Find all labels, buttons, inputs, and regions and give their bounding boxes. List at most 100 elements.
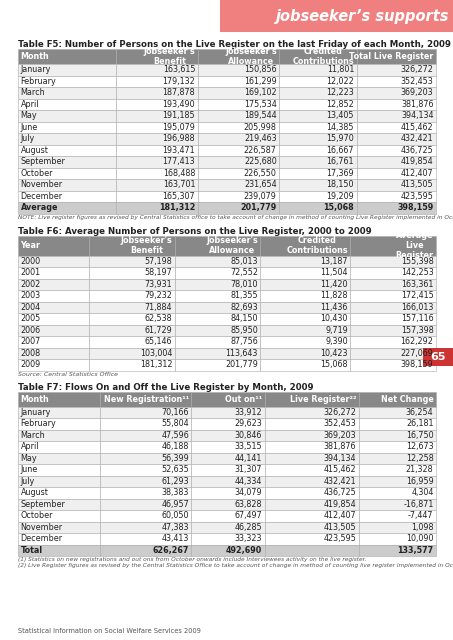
Bar — [198, 99, 279, 110]
Bar — [357, 87, 436, 99]
Text: 12,258: 12,258 — [406, 454, 434, 463]
Bar — [260, 348, 350, 359]
Text: Net Change: Net Change — [381, 394, 434, 403]
Text: 44,334: 44,334 — [235, 477, 262, 486]
Bar — [359, 406, 436, 418]
Bar — [116, 168, 198, 179]
Bar — [357, 76, 436, 87]
Text: 61,293: 61,293 — [161, 477, 189, 486]
Bar — [279, 168, 357, 179]
Text: Table F5: Number of Persons on the Live Register on the last Friday of each Mont: Table F5: Number of Persons on the Live … — [18, 40, 451, 49]
Text: September: September — [20, 157, 65, 166]
Text: 142,253: 142,253 — [401, 268, 434, 277]
Text: 2006: 2006 — [20, 326, 41, 335]
Bar — [265, 441, 359, 452]
Text: 47,383: 47,383 — [161, 523, 189, 532]
Bar — [265, 522, 359, 533]
Text: 12,673: 12,673 — [406, 442, 434, 451]
Text: 394,134: 394,134 — [324, 454, 356, 463]
Text: 150,856: 150,856 — [244, 65, 277, 74]
Bar — [260, 359, 350, 371]
Text: 52,635: 52,635 — [161, 465, 189, 474]
Text: 1,098: 1,098 — [411, 523, 434, 532]
Text: 436,725: 436,725 — [323, 488, 356, 497]
Bar — [350, 267, 436, 278]
Text: Credited
Contributions: Credited Contributions — [293, 47, 354, 66]
Bar — [192, 476, 265, 487]
Bar — [18, 522, 100, 533]
Bar — [265, 533, 359, 545]
Bar — [198, 87, 279, 99]
Bar — [192, 499, 265, 510]
Text: 26,181: 26,181 — [406, 419, 434, 428]
Text: 187,878: 187,878 — [163, 88, 195, 97]
Bar — [89, 255, 175, 267]
Text: February: February — [20, 419, 56, 428]
Bar — [198, 145, 279, 156]
Text: 163,361: 163,361 — [401, 280, 434, 289]
Text: 381,876: 381,876 — [324, 442, 356, 451]
Text: 163,701: 163,701 — [163, 180, 195, 189]
Text: 36,254: 36,254 — [406, 408, 434, 417]
Bar — [18, 301, 89, 313]
Bar — [192, 441, 265, 452]
Text: -7,447: -7,447 — [408, 511, 434, 520]
Bar — [116, 76, 198, 87]
Bar — [260, 336, 350, 348]
Text: 71,884: 71,884 — [145, 303, 172, 312]
Bar — [357, 64, 436, 76]
Bar — [192, 464, 265, 476]
Bar — [198, 49, 279, 64]
Bar — [18, 179, 116, 191]
Bar — [100, 452, 192, 464]
Text: 47,596: 47,596 — [161, 431, 189, 440]
Bar — [198, 156, 279, 168]
Bar — [18, 324, 89, 336]
Text: 226,550: 226,550 — [244, 169, 277, 178]
Bar — [192, 522, 265, 533]
Bar — [279, 87, 357, 99]
Bar — [175, 324, 260, 336]
Bar — [359, 429, 436, 441]
Bar — [18, 392, 100, 406]
Text: 46,957: 46,957 — [161, 500, 189, 509]
Bar — [18, 406, 100, 418]
Bar — [357, 122, 436, 133]
Text: 82,693: 82,693 — [230, 303, 258, 312]
Text: 419,854: 419,854 — [401, 157, 434, 166]
Bar — [192, 452, 265, 464]
Text: 33,515: 33,515 — [235, 442, 262, 451]
Text: 2008: 2008 — [20, 349, 41, 358]
Bar — [192, 418, 265, 429]
Text: 2007: 2007 — [20, 337, 41, 346]
Text: 394,134: 394,134 — [401, 111, 434, 120]
Text: 181,312: 181,312 — [159, 204, 195, 212]
Text: 412,407: 412,407 — [323, 511, 356, 520]
Text: 65: 65 — [430, 351, 446, 362]
Bar — [100, 392, 192, 406]
Text: October: October — [20, 169, 53, 178]
Text: 29,623: 29,623 — [234, 419, 262, 428]
Bar — [350, 290, 436, 301]
Bar — [350, 278, 436, 290]
Bar — [265, 392, 359, 406]
Bar — [89, 336, 175, 348]
Text: 78,010: 78,010 — [231, 280, 258, 289]
Text: 369,203: 369,203 — [401, 88, 434, 97]
Bar — [116, 191, 198, 202]
Bar — [89, 301, 175, 313]
Bar — [260, 301, 350, 313]
Text: 46,285: 46,285 — [235, 523, 262, 532]
Bar — [198, 110, 279, 122]
Text: 67,497: 67,497 — [234, 511, 262, 520]
Text: Month: Month — [20, 52, 49, 61]
Text: 423,595: 423,595 — [323, 534, 356, 543]
Text: 2009: 2009 — [20, 360, 41, 369]
Text: Total Live Register: Total Live Register — [349, 52, 434, 61]
Text: October: October — [20, 511, 53, 520]
Text: Average
Live
Register: Average Live Register — [395, 231, 434, 260]
Bar — [357, 133, 436, 145]
Text: 38,383: 38,383 — [162, 488, 189, 497]
Bar — [18, 533, 100, 545]
Bar — [357, 168, 436, 179]
